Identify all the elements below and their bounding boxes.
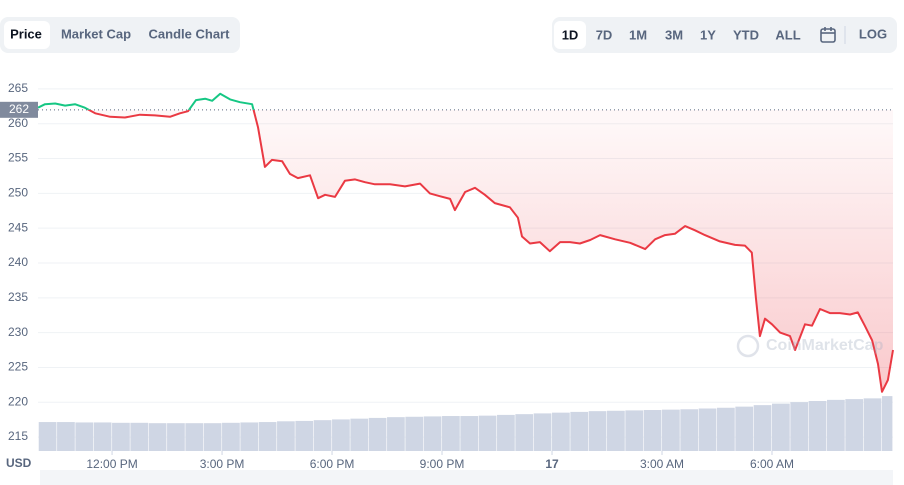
volume-bar: [295, 420, 314, 451]
volume-bar: [790, 402, 809, 451]
range-tab[interactable]: YTD: [733, 27, 759, 42]
y-tick-label: 255: [8, 151, 28, 165]
volume-bar: [882, 396, 893, 451]
volume-bar: [735, 406, 754, 451]
range-group: [552, 17, 897, 53]
y-tick-label: 235: [8, 290, 28, 304]
tab-active-bg: [4, 21, 50, 49]
range-tab[interactable]: 1D: [562, 27, 579, 42]
reference-label: 262: [9, 102, 29, 116]
price-line-up: [37, 92, 255, 110]
volume-bar: [203, 423, 222, 451]
volume-bar: [38, 422, 57, 451]
volume-bar: [332, 419, 350, 451]
range-tab[interactable]: 1Y: [700, 27, 716, 42]
volume-bar: [75, 422, 94, 451]
volume-bar: [570, 411, 589, 451]
volume-bar: [387, 417, 405, 451]
volume-bar: [93, 422, 112, 451]
volume-bar: [405, 416, 424, 451]
range-tab[interactable]: 1M: [629, 27, 647, 42]
x-tick-label: 12:00 PM: [86, 457, 137, 471]
y-tick-label: 250: [8, 186, 28, 200]
y-tick-label: 260: [8, 116, 28, 130]
volume-bar: [442, 416, 460, 451]
volume-bar: [57, 422, 75, 451]
log-toggle[interactable]: LOG: [859, 26, 887, 41]
chart-type-group: [0, 17, 240, 53]
range-active-bg: [554, 21, 586, 49]
volume-bar: [662, 409, 680, 451]
x-tick-label: 17: [545, 457, 559, 471]
x-tick-label: 6:00 PM: [310, 457, 355, 471]
watermark-logo: [736, 334, 760, 358]
volume-bar: [753, 405, 772, 451]
watermark: CoinMarketCap: [736, 334, 884, 358]
chart-type-tab[interactable]: Market Cap: [61, 26, 131, 41]
volume-bar: [112, 422, 130, 451]
y-tick-label: 230: [8, 325, 28, 339]
x-tick-label: 6:00 AM: [750, 457, 794, 471]
x-tick-label: 3:00 AM: [640, 457, 684, 471]
volume-bar: [497, 414, 515, 451]
volume-bar: [167, 423, 185, 451]
area-below: [38, 109, 893, 392]
chart-type-tab[interactable]: Candle Chart: [149, 26, 231, 41]
volume-bar: [460, 416, 479, 451]
volume-bar: [625, 410, 644, 451]
volume-bar: [717, 407, 735, 451]
volume-bar: [845, 399, 864, 451]
volume-bar: [607, 410, 625, 451]
volume-bar: [772, 403, 790, 451]
y-tick-label: 245: [8, 220, 28, 234]
x-tick-label: 3:00 PM: [200, 457, 245, 471]
volume-bar: [808, 400, 827, 451]
volume-bar: [698, 408, 717, 451]
volume-bar: [130, 422, 149, 451]
volume-bar: [588, 411, 607, 451]
volume-bar: [533, 413, 552, 451]
y-tick-label: 220: [8, 394, 28, 408]
x-tick-label: 9:00 PM: [420, 457, 465, 471]
reference-label-bg: [0, 101, 38, 118]
volume-bar: [222, 422, 240, 451]
volume-bar: [863, 398, 882, 451]
range-tab[interactable]: 3M: [665, 27, 683, 42]
chart-type-tab[interactable]: Price: [10, 26, 42, 41]
y-tick-label: 225: [8, 360, 28, 374]
volume-bar: [277, 421, 295, 451]
volume-bar: [240, 422, 259, 451]
volume-bar: [643, 410, 662, 451]
y-tick-label: 265: [8, 81, 28, 95]
volume-bar: [148, 423, 167, 451]
range-tab[interactable]: ALL: [775, 27, 800, 42]
y-tick-label: 215: [8, 429, 28, 443]
y-unit: USD: [6, 456, 32, 470]
volume-bar: [423, 416, 442, 451]
volume-bar: [680, 409, 699, 451]
calendar-icon[interactable]: [820, 27, 836, 43]
volume-bar: [827, 399, 845, 451]
price-line-down: [86, 109, 894, 393]
watermark-text: CoinMarketCap: [766, 337, 884, 354]
volume-bar: [350, 418, 369, 451]
volume-bar: [478, 415, 497, 451]
volume-bar: [368, 417, 387, 451]
volume-bar: [552, 412, 570, 451]
navigator: [40, 470, 893, 485]
volume-bar: [313, 420, 332, 451]
y-tick-label: 240: [8, 255, 28, 269]
volume-bar: [258, 422, 277, 451]
range-tab[interactable]: 7D: [596, 27, 613, 42]
volume-bar: [185, 423, 204, 451]
volume-bar: [515, 414, 534, 451]
